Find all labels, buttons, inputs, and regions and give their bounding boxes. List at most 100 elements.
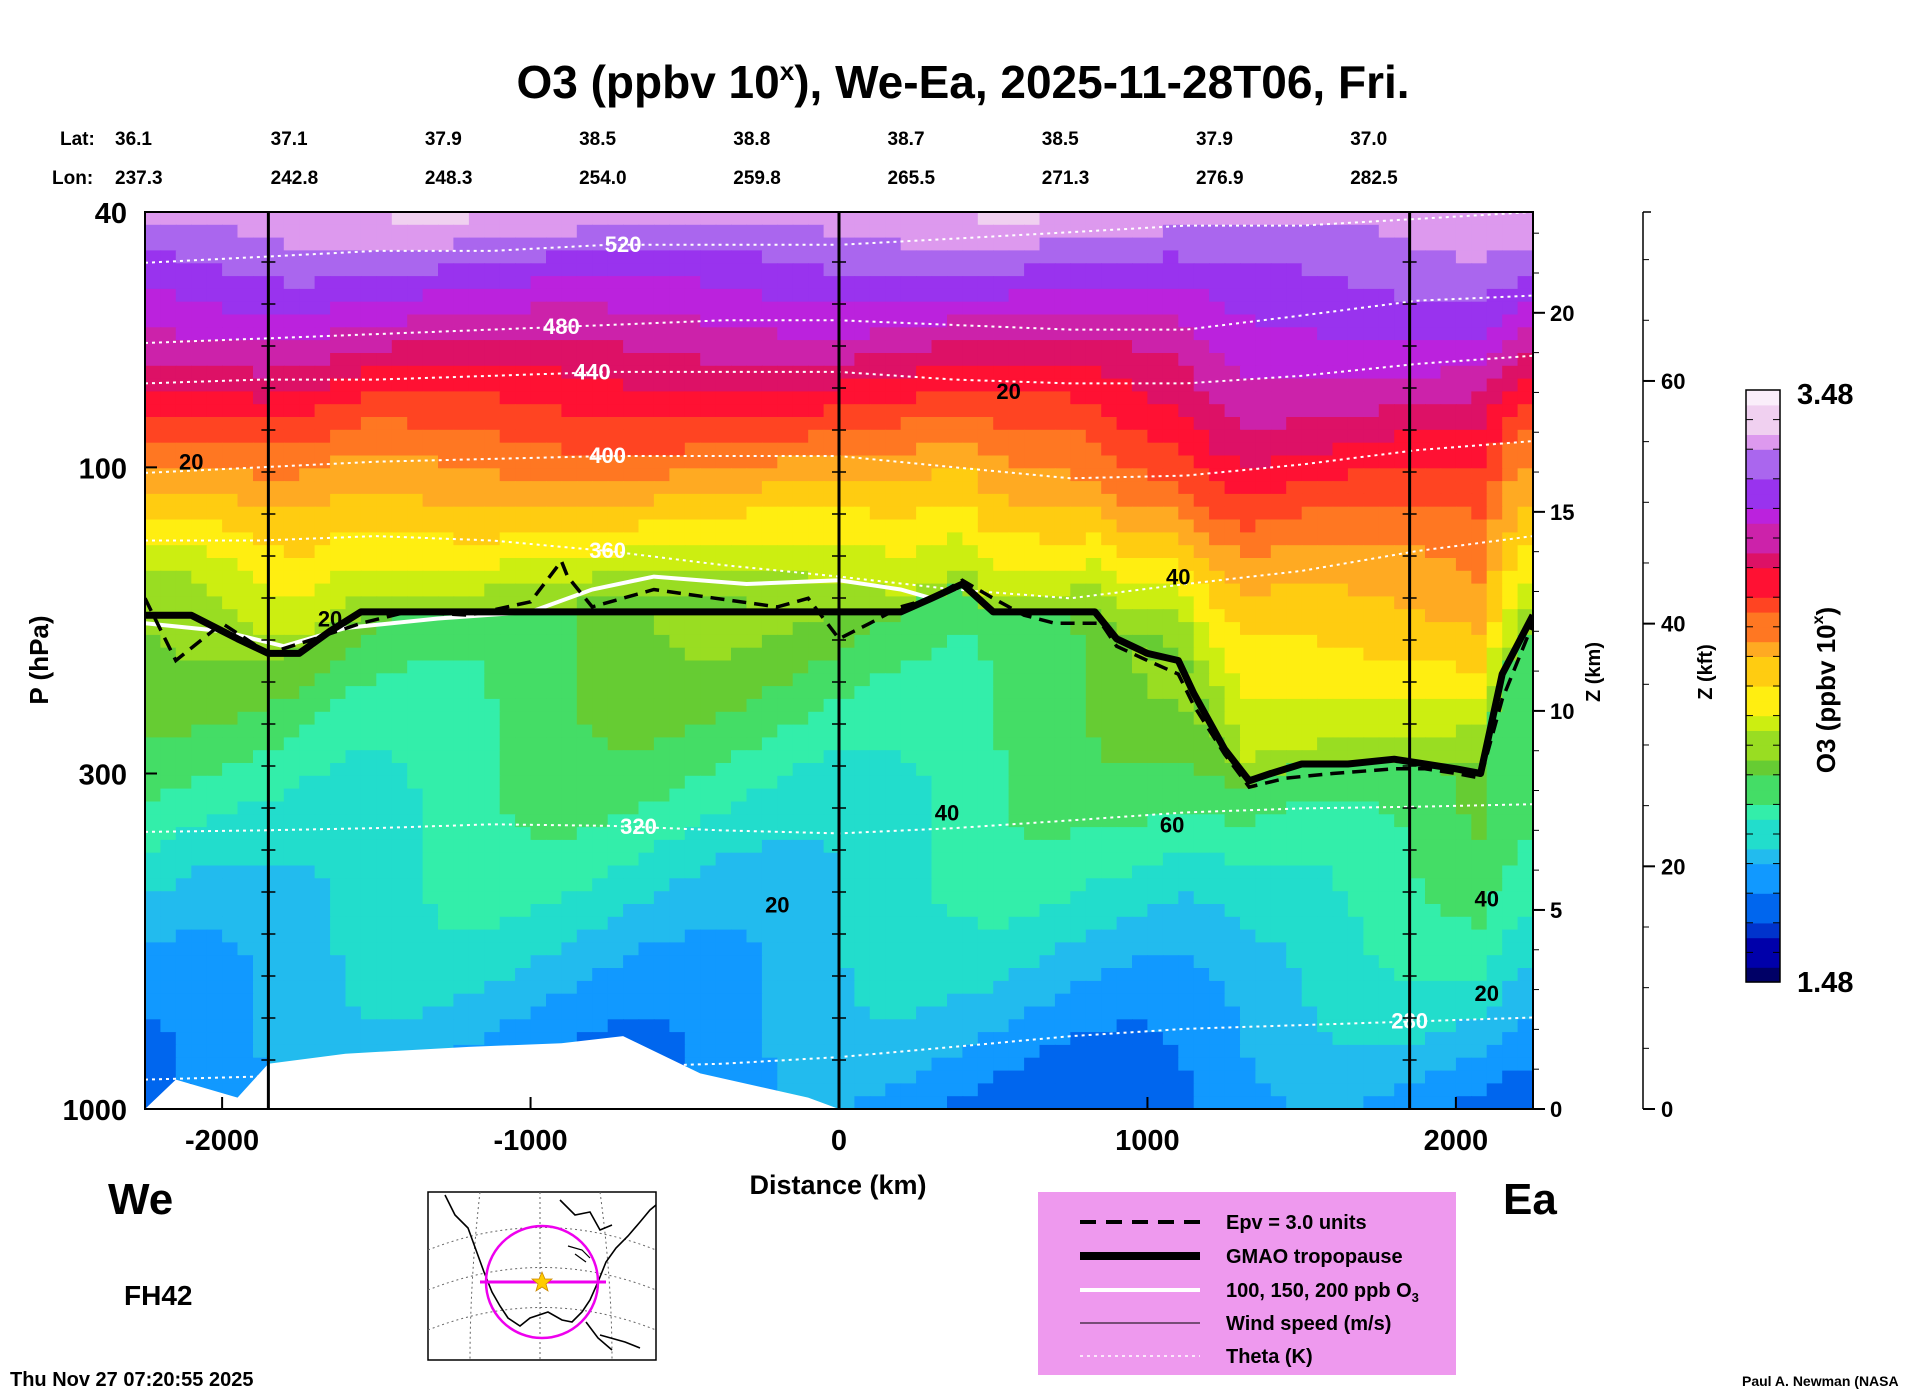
field-cell (1101, 391, 1118, 405)
field-cell (839, 801, 856, 816)
field-cell (1224, 865, 1241, 880)
field-cell (268, 788, 285, 803)
field-cell (700, 852, 717, 867)
field-cell (792, 493, 809, 508)
field-cell (885, 814, 902, 828)
field-cell (1347, 212, 1365, 226)
field-cell (900, 788, 917, 803)
field-cell (638, 365, 655, 380)
field-cell (314, 724, 331, 739)
field-cell (1517, 711, 1533, 726)
field-cell (761, 442, 779, 457)
field-cell (546, 865, 563, 880)
field-cell (1363, 276, 1380, 290)
field-cell (1178, 878, 1195, 892)
field-cell (576, 634, 593, 649)
field-cell (1347, 455, 1365, 470)
field-cell (1347, 891, 1365, 905)
field-cell (1471, 404, 1488, 418)
field-cell (962, 404, 979, 418)
field-cell (530, 750, 547, 764)
field-cell (515, 839, 532, 854)
field-cell (1332, 622, 1349, 636)
field-cell (407, 904, 424, 918)
field-cell (792, 852, 809, 867)
field-cell (1270, 622, 1287, 636)
field-cell (993, 878, 1010, 892)
field-cell (360, 545, 378, 559)
field-cell (931, 224, 948, 239)
field-cell (1425, 622, 1442, 636)
field-cell (1193, 583, 1210, 598)
field-cell (885, 570, 902, 585)
field-cell (515, 455, 532, 470)
lon-value: 248.3 (425, 168, 473, 189)
field-cell (931, 775, 948, 790)
field-cell (653, 865, 671, 880)
field-cell (391, 545, 408, 559)
field-cell (268, 276, 285, 290)
field-cell (484, 519, 501, 534)
field-cell (1224, 660, 1241, 675)
field-cell (1378, 596, 1395, 610)
field-cell (422, 340, 439, 354)
field-cell (145, 404, 162, 418)
field-cell (854, 904, 871, 918)
field-cell (653, 224, 671, 239)
field-cell (1332, 455, 1349, 470)
field-cell (484, 224, 501, 239)
field-cell (885, 314, 902, 329)
field-cell (715, 468, 732, 482)
field-cell (1116, 852, 1133, 867)
field-cell (1332, 506, 1349, 521)
field-cell (438, 455, 455, 470)
field-cell (653, 878, 671, 892)
field-cell (1471, 711, 1488, 726)
field-cell (715, 417, 732, 431)
field-cell (684, 545, 701, 559)
field-cell (145, 301, 162, 316)
field-cell (1008, 622, 1025, 636)
field-cell (1101, 493, 1118, 508)
field-cell (1116, 750, 1133, 764)
field-cell (1471, 340, 1488, 354)
field-cell (1178, 378, 1195, 393)
field-cell (1132, 532, 1149, 546)
field-cell (1162, 327, 1180, 341)
field-cell (1240, 404, 1257, 418)
field-cell (931, 878, 948, 892)
field-cell (1440, 340, 1457, 354)
field-cell (160, 481, 177, 495)
field-cell (808, 904, 825, 918)
field-cell (330, 404, 347, 418)
field-cell (299, 763, 316, 777)
field-cell (1317, 750, 1334, 764)
field-cell (1008, 724, 1025, 739)
field-cell (1301, 378, 1318, 393)
field-cell (407, 698, 424, 713)
field-cell (314, 737, 331, 751)
field-cell (1425, 237, 1442, 252)
field-cell (1486, 519, 1503, 534)
field-cell (253, 442, 270, 457)
field-cell (576, 224, 593, 239)
field-cell (299, 263, 316, 277)
field-cell (1301, 801, 1318, 816)
field-cell (1039, 724, 1056, 739)
lat-value: 37.9 (425, 129, 462, 150)
field-cell (653, 519, 671, 534)
field-cell (561, 852, 578, 867)
field-cell (1024, 865, 1041, 880)
field-cell (777, 327, 794, 341)
field-cell (438, 583, 455, 598)
field-cell (916, 276, 933, 290)
field-cell (546, 404, 563, 418)
field-cell (1301, 827, 1318, 841)
field-cell (1286, 583, 1303, 598)
field-cell (1193, 878, 1210, 892)
field-cell (700, 314, 717, 329)
field-cell (1255, 212, 1272, 226)
field-cell (731, 442, 748, 457)
field-cell (592, 276, 609, 290)
field-cell (746, 583, 763, 598)
